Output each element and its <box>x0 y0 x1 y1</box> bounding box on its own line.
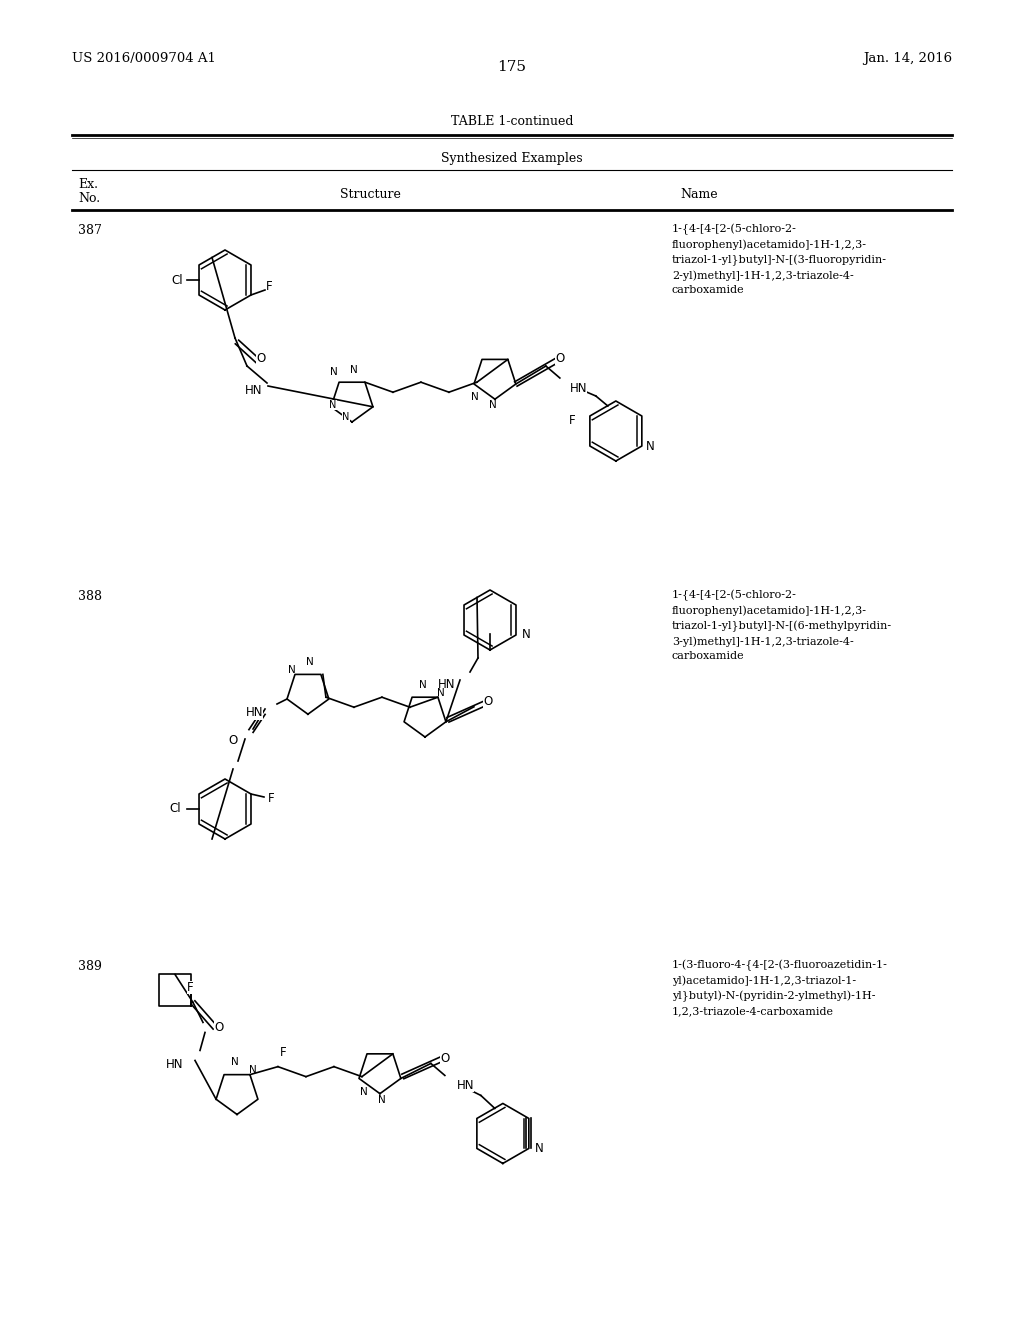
Text: N: N <box>645 440 654 453</box>
Text: F: F <box>265 281 272 293</box>
Text: 388: 388 <box>78 590 102 603</box>
Text: 1-{4-[4-[2-(5-chloro-2-
fluorophenyl)acetamido]-1H-1,2,3-
triazol-1-yl}butyl]-N-: 1-{4-[4-[2-(5-chloro-2- fluorophenyl)ace… <box>672 590 892 660</box>
Text: O: O <box>555 351 564 364</box>
Text: Structure: Structure <box>340 187 400 201</box>
Text: HN: HN <box>166 1057 183 1071</box>
Text: HN: HN <box>246 706 263 719</box>
Text: 175: 175 <box>498 59 526 74</box>
Text: N: N <box>249 1065 257 1076</box>
Text: N: N <box>521 628 530 642</box>
Text: N: N <box>231 1057 239 1068</box>
Text: N: N <box>378 1094 386 1105</box>
Text: TABLE 1-continued: TABLE 1-continued <box>451 115 573 128</box>
Text: N: N <box>535 1142 543 1155</box>
Text: 1-(3-fluoro-4-{4-[2-(3-fluoroazetidin-1-
yl)acetamido]-1H-1,2,3-triazol-1-
yl}bu: 1-(3-fluoro-4-{4-[2-(3-fluoroazetidin-1-… <box>672 960 888 1016</box>
Text: N: N <box>437 688 444 698</box>
Text: N: N <box>288 665 296 676</box>
Text: No.: No. <box>78 191 100 205</box>
Text: US 2016/0009704 A1: US 2016/0009704 A1 <box>72 51 216 65</box>
Text: N: N <box>350 366 357 375</box>
Text: Ex.: Ex. <box>78 178 98 191</box>
Text: HN: HN <box>457 1078 474 1092</box>
Text: Jan. 14, 2016: Jan. 14, 2016 <box>863 51 952 65</box>
Text: Cl: Cl <box>171 273 183 286</box>
Text: F: F <box>568 414 575 428</box>
Text: Name: Name <box>680 187 718 201</box>
Text: O: O <box>214 1020 223 1034</box>
Text: N: N <box>306 657 313 667</box>
Text: F: F <box>280 1047 287 1059</box>
Text: HN: HN <box>569 381 588 395</box>
Text: N: N <box>419 680 427 690</box>
Text: N: N <box>330 400 337 409</box>
Text: 387: 387 <box>78 224 101 238</box>
Text: O: O <box>228 734 238 747</box>
Text: N: N <box>360 1086 368 1097</box>
Text: F: F <box>267 792 274 805</box>
Text: 1-{4-[4-[2-(5-chloro-2-
fluorophenyl)acetamido]-1H-1,2,3-
triazol-1-yl}butyl]-N-: 1-{4-[4-[2-(5-chloro-2- fluorophenyl)ace… <box>672 224 887 294</box>
Text: HN: HN <box>245 384 262 396</box>
Text: Cl: Cl <box>169 803 181 816</box>
Text: N: N <box>342 412 349 422</box>
Text: Synthesized Examples: Synthesized Examples <box>441 152 583 165</box>
Text: HN: HN <box>437 678 455 692</box>
Text: O: O <box>440 1052 450 1065</box>
Text: N: N <box>471 392 479 403</box>
Text: O: O <box>483 696 493 709</box>
Text: F: F <box>187 981 194 994</box>
Text: O: O <box>256 351 265 364</box>
Text: N: N <box>489 400 497 411</box>
Text: N: N <box>330 367 338 378</box>
Text: 389: 389 <box>78 960 101 973</box>
